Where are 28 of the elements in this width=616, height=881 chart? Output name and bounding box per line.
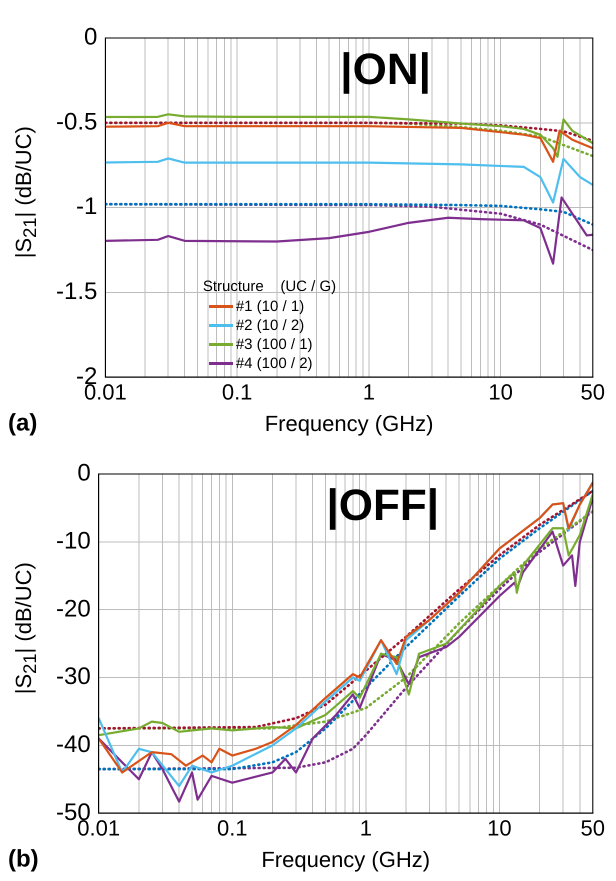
x-axis-title: Frequency (GHz): [261, 846, 430, 872]
y-tick-label: 0: [84, 24, 98, 51]
x-tick-label: 0.1: [216, 815, 248, 840]
x-tick-label: 10: [488, 379, 513, 404]
y-tick-label: -1.5: [56, 278, 98, 306]
x-tick-label: 1: [362, 379, 376, 404]
legend-label: #4 (100 / 2): [236, 354, 313, 374]
y-tick-label: -10: [56, 527, 91, 554]
x-tick-label: 1: [360, 815, 372, 840]
annotation: |OFF|: [326, 481, 440, 530]
y-tick-label: -40: [56, 730, 91, 758]
x-tick-label: 50: [580, 379, 606, 404]
y-tick-label: -20: [56, 595, 91, 622]
annotation: |ON|: [340, 45, 431, 94]
y-tick-label: -1: [76, 193, 98, 220]
x-tick-label: 10: [487, 815, 512, 840]
x-tick-label: 50: [580, 815, 606, 840]
x-tick-label: 0.1: [222, 379, 252, 404]
text: (b): [8, 846, 39, 873]
y-tick-label: 0: [77, 460, 91, 487]
legend-title: Structure (UC / G): [202, 278, 336, 296]
y-tick-label: -30: [56, 663, 91, 690]
legend-label: #2 (10 / 2): [236, 316, 304, 336]
x-axis-title: Frequency (GHz): [264, 410, 434, 436]
legend-label: #1 (10 / 1): [236, 297, 304, 316]
text: (a): [8, 410, 38, 437]
legend-label: #3 (100 / 1): [236, 335, 313, 354]
y-tick-label: -0.5: [56, 108, 98, 136]
